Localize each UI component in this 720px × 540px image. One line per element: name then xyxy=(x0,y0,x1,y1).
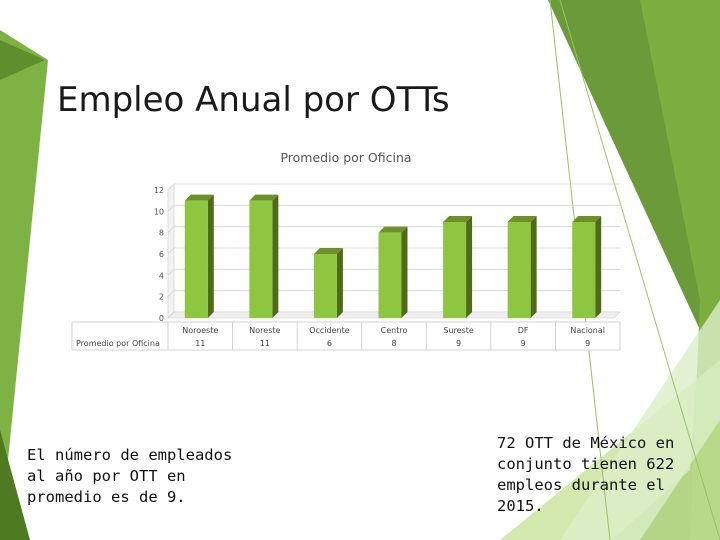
bar-top xyxy=(507,216,537,222)
bar xyxy=(313,254,337,318)
summary-text-right: 72 OTT de México en conjunto tienen 622 … xyxy=(497,434,675,515)
data-label: 9 xyxy=(456,339,461,348)
bar-occidente xyxy=(313,248,343,318)
bar-df xyxy=(507,216,537,318)
x-tick-label: Noroeste xyxy=(182,326,218,335)
data-label: 11 xyxy=(260,339,270,348)
bar-side xyxy=(530,216,537,318)
y-tick-label: 6 xyxy=(159,250,164,259)
data-table xyxy=(71,321,621,351)
y-tick-label: 4 xyxy=(159,271,164,280)
bar-noreste xyxy=(249,194,279,318)
bar-top xyxy=(378,226,408,233)
bar-sureste xyxy=(443,216,473,318)
summary-text-left: El número de empleados al año por OTT en… xyxy=(27,446,233,506)
bar-noroeste xyxy=(184,194,214,318)
data-label: 9 xyxy=(585,339,590,348)
x-tick-label: DF xyxy=(518,326,529,335)
bar-top xyxy=(184,194,214,201)
data-label: 11 xyxy=(195,339,205,348)
x-tick-label: Centro xyxy=(381,326,408,335)
bar-top xyxy=(249,194,279,201)
bar xyxy=(184,200,208,318)
bar xyxy=(378,232,402,318)
bar-side xyxy=(336,248,343,318)
y-tick-label: 10 xyxy=(154,207,164,216)
bar-top xyxy=(572,216,602,222)
y-tick-label: 8 xyxy=(159,229,164,238)
x-tick-label: Sureste xyxy=(443,326,473,335)
slide-title: Empleo Anual por OTTs xyxy=(57,80,450,120)
gridline xyxy=(167,183,620,191)
data-label: 6 xyxy=(327,339,332,348)
y-tick-label: 12 xyxy=(154,186,164,195)
bar-side xyxy=(466,216,473,318)
bar-top xyxy=(313,248,343,254)
bar xyxy=(249,200,273,318)
bar-nacional xyxy=(572,216,602,318)
bar-side xyxy=(272,194,279,318)
bar xyxy=(507,222,531,318)
bar xyxy=(572,222,596,318)
deco-left-arrow xyxy=(0,40,45,80)
x-tick-label: Noreste xyxy=(249,326,280,335)
chart-title: Promedio por Oficina xyxy=(280,150,411,165)
bar-centro xyxy=(378,226,408,318)
bar-side xyxy=(207,194,214,318)
legend-series-name: Promedio por Oficina xyxy=(76,339,160,348)
data-label: 9 xyxy=(521,339,526,348)
x-tick-label: Nacional xyxy=(570,326,605,335)
bar-side xyxy=(401,226,408,318)
bar-top xyxy=(443,216,473,222)
deco-left-dark xyxy=(0,30,48,540)
y-tick-label: 2 xyxy=(159,293,164,302)
deco-left-bottom xyxy=(0,430,30,540)
data-label: 8 xyxy=(391,339,396,348)
gridline xyxy=(167,204,620,212)
y-tick-label: 0 xyxy=(159,314,164,323)
deco-right-light-2 xyxy=(560,300,720,540)
x-tick-label: Occidente xyxy=(309,326,350,335)
bar-side xyxy=(595,216,602,318)
deco-line-1 xyxy=(559,0,720,540)
bar xyxy=(443,222,467,318)
